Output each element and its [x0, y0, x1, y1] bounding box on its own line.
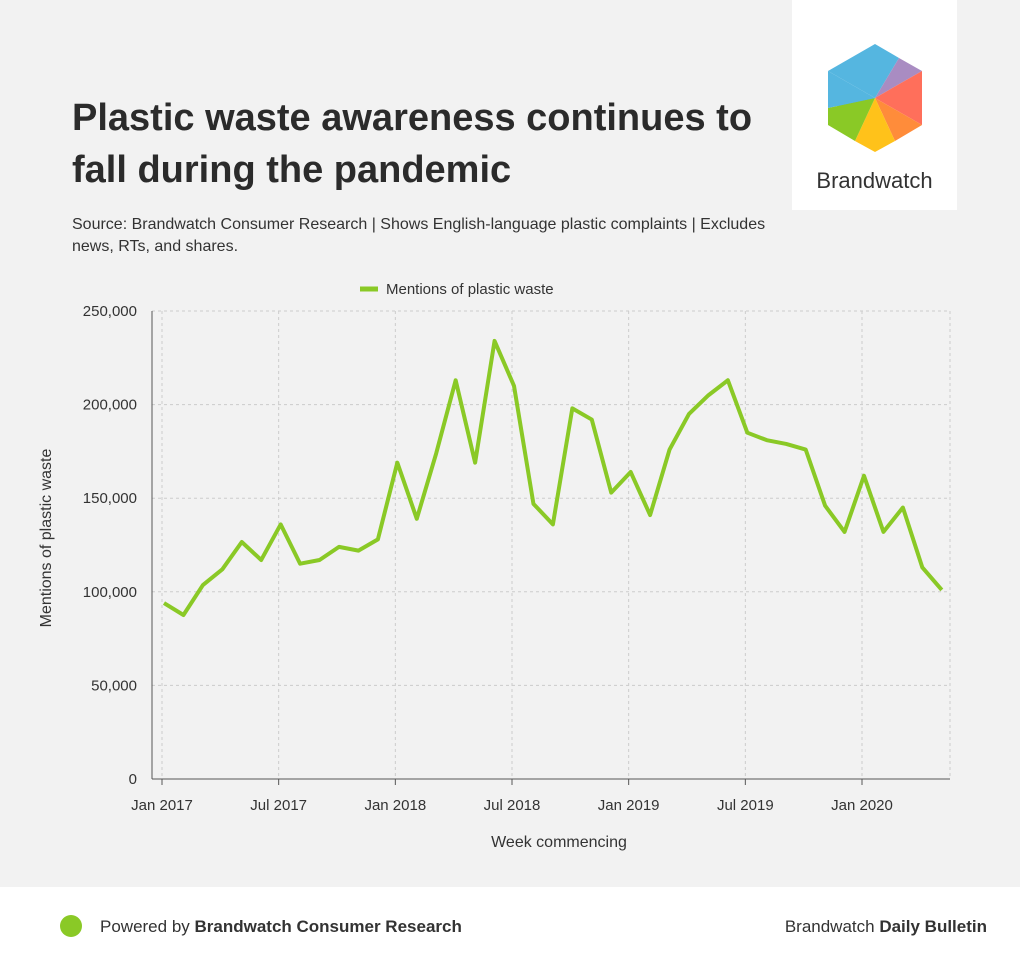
footer: Powered by Brandwatch Consumer Research … [0, 887, 1020, 963]
y-tick-label: 150,000 [83, 490, 137, 507]
line-chart: 0 50,000 100,000 150,000 200,000 250,000 Jan 2… [38, 281, 951, 851]
legend: Mentions of plastic waste [360, 281, 554, 298]
x-tick-label: Jul 2019 [717, 797, 774, 814]
y-tick-label: 200,000 [83, 397, 137, 414]
daily-bulletin: Brandwatch Daily Bulletin [784, 917, 987, 936]
page-title: Plastic waste awareness continues to fal… [72, 97, 753, 191]
x-tick-label: Jul 2018 [484, 797, 541, 814]
x-tick-label: Jan 2020 [831, 797, 893, 814]
y-tick-label: 50,000 [91, 677, 137, 694]
y-tick-label: 250,000 [83, 303, 137, 320]
source-note: Source: Brandwatch Consumer Research | S… [72, 216, 766, 255]
brand-dot-icon [60, 915, 82, 937]
x-axis-label: Week commencing [491, 834, 627, 851]
y-tick-label: 100,000 [83, 584, 137, 601]
x-tick-label: Jan 2018 [364, 797, 426, 814]
y-tick-label: 0 [129, 771, 137, 788]
x-tick-label: Jan 2019 [598, 797, 660, 814]
series-line-mentions [162, 338, 944, 618]
legend-label: Mentions of plastic waste [386, 281, 554, 298]
x-tick-label: Jul 2017 [250, 797, 307, 814]
brandwatch-logo: Brandwatch [792, 0, 957, 210]
logo-text: Brandwatch [816, 168, 933, 193]
x-tick-label: Jan 2017 [131, 797, 193, 814]
hexagon-logo-icon [828, 44, 922, 152]
y-axis-label: Mentions of plastic waste [38, 449, 55, 628]
powered-by: Powered by Brandwatch Consumer Research [100, 917, 462, 936]
